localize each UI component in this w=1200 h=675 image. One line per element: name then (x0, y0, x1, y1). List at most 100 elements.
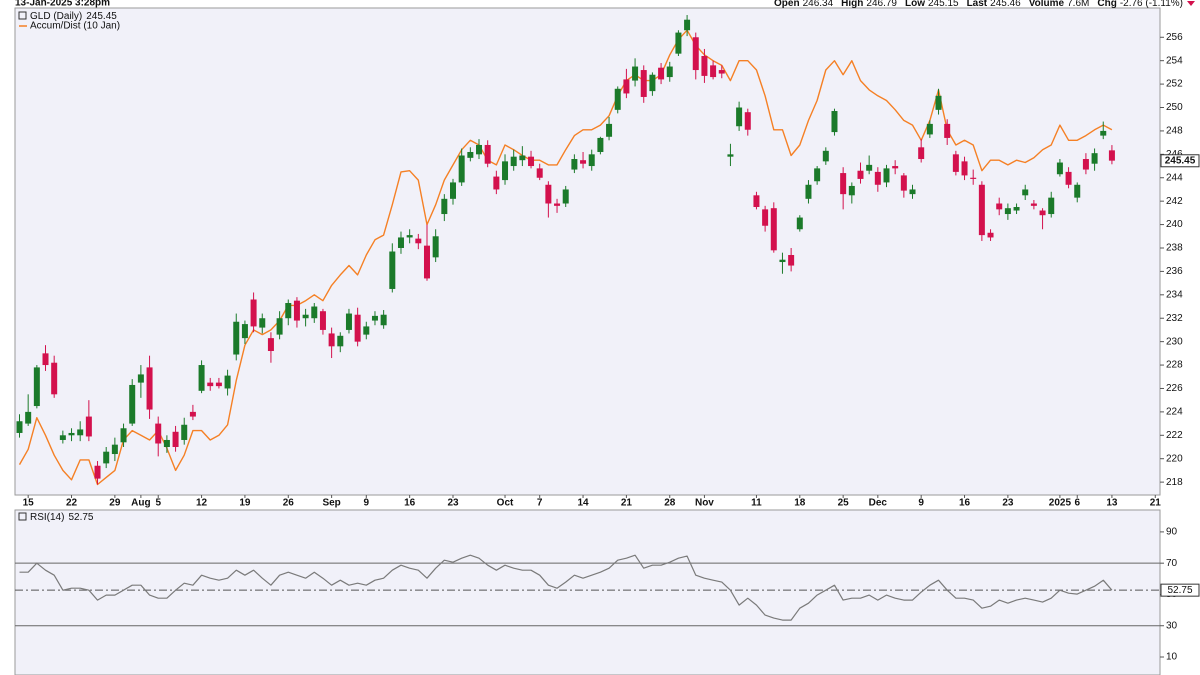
quote-label: Volume (1029, 0, 1065, 9)
x-tick-label: 15 (23, 498, 35, 509)
y-tick-label: 70 (1166, 558, 1178, 569)
candle-body (701, 55, 708, 76)
candle-body (207, 382, 214, 387)
candle-body (528, 156, 535, 167)
candle-body (163, 439, 170, 448)
candle-body (909, 189, 916, 195)
quote-label: Last (967, 0, 988, 9)
candle-body (692, 37, 699, 71)
rsi-legend: RSI(14) 52.75 (18, 512, 94, 523)
candle-body (857, 170, 864, 179)
candle-body (189, 411, 196, 417)
x-tick-label: 9 (918, 498, 924, 509)
price-panel (14, 7, 1161, 496)
quote-value: 246.79 (866, 0, 897, 9)
candle-body (111, 444, 118, 455)
candle-body (328, 333, 335, 347)
candle-body (137, 374, 144, 383)
candle-body (762, 209, 769, 226)
candle-body (987, 232, 994, 238)
candle-body (467, 151, 474, 158)
legend-name: RSI(14) (30, 512, 64, 523)
candle-body (632, 66, 639, 81)
quote-value: 246.34 (803, 0, 834, 9)
y-tick-label: 256 (1166, 32, 1183, 43)
candle-body (94, 465, 101, 479)
x-tick-label: 12 (196, 498, 208, 509)
x-tick-label: 13 (1106, 498, 1118, 509)
candle-body (519, 155, 526, 161)
candle-body (918, 147, 925, 160)
quote-value: 245.15 (928, 0, 959, 9)
y-tick-label: 244 (1166, 172, 1183, 183)
candle-body (345, 313, 352, 330)
quote-label: High (841, 0, 863, 9)
candle-body (892, 166, 899, 169)
candle-body (840, 173, 847, 195)
legend-title: RSI(14) 52.75 (30, 512, 94, 523)
candle-body (822, 150, 829, 162)
candle-body (267, 338, 274, 352)
candle-body (883, 168, 890, 183)
candle-body (510, 156, 517, 167)
candle-body (866, 164, 873, 171)
y-tick-label: 30 (1166, 620, 1178, 631)
x-tick-label: 25 (838, 498, 850, 509)
candle-body (146, 367, 153, 410)
candle-body (796, 217, 803, 230)
x-tick-label: 5 (155, 498, 161, 509)
x-tick-label: 19 (239, 498, 251, 509)
candle-body (337, 335, 344, 347)
candle-body (718, 70, 725, 74)
x-tick-label: Aug (131, 498, 150, 509)
candle-body (493, 176, 500, 190)
candle-body (423, 245, 430, 279)
candle-body (1013, 207, 1020, 211)
candle-body (224, 375, 231, 389)
candle-body (241, 324, 248, 339)
candle-body (1108, 150, 1115, 161)
candle-body (753, 195, 760, 208)
candle-body (1082, 159, 1089, 170)
candle-body (215, 382, 222, 387)
candle-body (25, 411, 32, 424)
candle-body (33, 367, 40, 407)
x-tick-label: 23 (447, 498, 459, 509)
change-arrow (1187, 1, 1195, 6)
x-tick-label: 26 (283, 498, 295, 509)
candle-body (727, 154, 734, 157)
rsi-panel (14, 509, 1161, 675)
candle-body (319, 311, 326, 330)
x-tick-label: 11 (751, 498, 762, 509)
candle-body (597, 137, 604, 152)
candle-body (415, 238, 422, 244)
candle-body (397, 237, 404, 248)
candle-body (371, 315, 378, 321)
candle-body (831, 111, 838, 133)
legend-icon (18, 512, 27, 521)
candle-body (710, 65, 717, 78)
y-tick-label: 234 (1166, 289, 1183, 300)
candle-body (1065, 171, 1072, 185)
y-tick-label: 230 (1166, 336, 1183, 347)
x-tick-label: 16 (959, 498, 971, 509)
y-tick-label: 250 (1166, 102, 1183, 113)
candle-body (259, 318, 266, 328)
candle-body (233, 321, 240, 355)
candle-body (675, 32, 682, 54)
y-tick-label: 232 (1166, 313, 1183, 324)
y-tick-label: 90 (1166, 527, 1178, 538)
y-tick-label: 218 (1166, 477, 1183, 488)
candle-body (536, 168, 543, 178)
x-tick-label: 2025 (1049, 498, 1072, 509)
candle-body (770, 208, 777, 251)
quote-value: 245.46 (990, 0, 1021, 9)
x-tick-label: Oct (497, 498, 514, 509)
candle-body (1030, 203, 1037, 206)
candle-body (406, 235, 413, 238)
candle-body (51, 362, 58, 395)
quote-label: Chg (1097, 0, 1116, 9)
candle-body (181, 424, 188, 440)
